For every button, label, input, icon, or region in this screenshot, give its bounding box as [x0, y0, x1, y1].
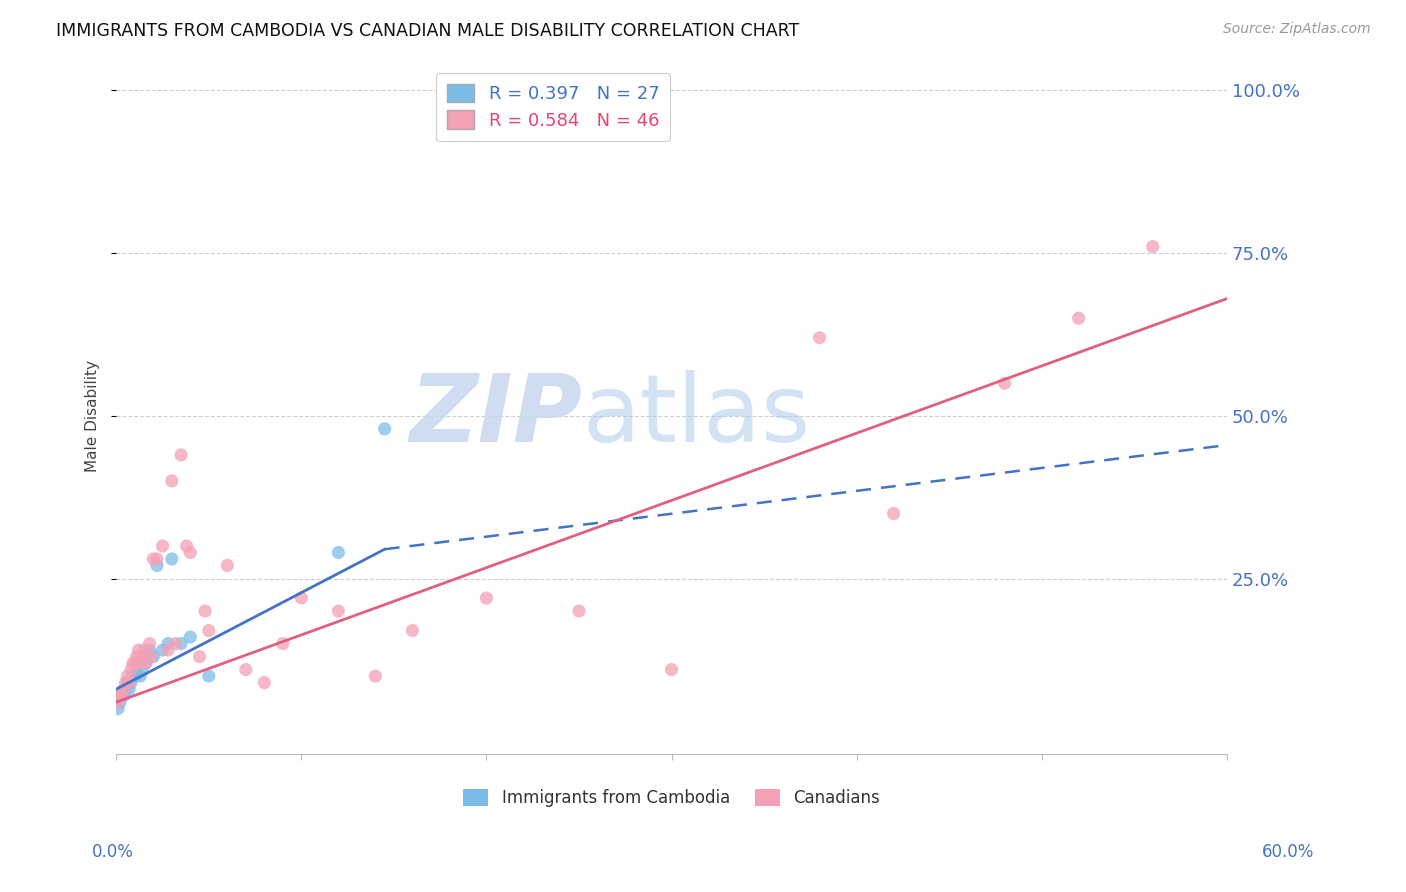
Text: 0.0%: 0.0% [91, 843, 134, 861]
Point [176, 539, 198, 553]
Point [125, 663, 148, 677]
Point [364, 669, 387, 683]
Point [157, 643, 180, 657]
Point [374, 422, 396, 436]
Point [170, 448, 193, 462]
Point [124, 669, 146, 683]
Point [883, 507, 905, 521]
Point [122, 656, 145, 670]
Point [188, 649, 211, 664]
Point [1142, 239, 1164, 253]
Point [127, 643, 149, 657]
Point [217, 558, 239, 573]
Point [127, 656, 149, 670]
Point [124, 656, 146, 670]
Point [120, 663, 142, 677]
Point [120, 675, 142, 690]
Point [994, 376, 1017, 391]
Point [170, 637, 193, 651]
Text: IMMIGRANTS FROM CAMBODIA VS CANADIAN MALE DISABILITY CORRELATION CHART: IMMIGRANTS FROM CAMBODIA VS CANADIAN MAL… [56, 22, 800, 40]
Point [132, 649, 155, 664]
Point [112, 682, 135, 697]
Point [138, 637, 160, 651]
Point [108, 695, 131, 709]
Point [1067, 311, 1090, 326]
Point [131, 663, 153, 677]
Point [235, 663, 257, 677]
Point [122, 669, 145, 683]
Point [117, 669, 139, 683]
Point [568, 604, 591, 618]
Point [107, 701, 129, 715]
Point [290, 591, 312, 605]
Point [198, 669, 221, 683]
Point [138, 643, 160, 657]
Point [401, 624, 423, 638]
Point [808, 331, 831, 345]
Point [141, 649, 163, 664]
Point [118, 682, 141, 697]
Point [194, 604, 217, 618]
Point [114, 682, 136, 697]
Point [111, 689, 134, 703]
Text: Source: ZipAtlas.com: Source: ZipAtlas.com [1223, 22, 1371, 37]
Text: 60.0%: 60.0% [1263, 843, 1315, 861]
Point [129, 656, 152, 670]
Point [114, 675, 136, 690]
Point [475, 591, 498, 605]
Point [117, 675, 139, 690]
Point [253, 675, 276, 690]
Point [165, 637, 187, 651]
Point [132, 643, 155, 657]
Point [129, 669, 152, 683]
Point [179, 630, 201, 644]
Text: ZIP: ZIP [409, 370, 582, 462]
Legend: Immigrants from Cambodia, Canadians: Immigrants from Cambodia, Canadians [457, 782, 887, 814]
Point [160, 552, 183, 566]
Point [142, 649, 165, 664]
Point [142, 552, 165, 566]
Point [160, 474, 183, 488]
Point [179, 545, 201, 559]
Point [107, 695, 129, 709]
Point [146, 552, 169, 566]
Point [271, 637, 294, 651]
Y-axis label: Male Disability: Male Disability [86, 359, 100, 472]
Point [157, 637, 180, 651]
Point [328, 545, 350, 559]
Text: atlas: atlas [582, 370, 811, 462]
Point [131, 649, 153, 664]
Point [328, 604, 350, 618]
Point [125, 649, 148, 664]
Point [198, 624, 221, 638]
Point [108, 689, 131, 703]
Point [135, 656, 157, 670]
Point [112, 689, 135, 703]
Point [661, 663, 683, 677]
Point [135, 656, 157, 670]
Point [118, 675, 141, 690]
Point [111, 689, 134, 703]
Point [146, 558, 169, 573]
Point [152, 643, 174, 657]
Point [152, 539, 174, 553]
